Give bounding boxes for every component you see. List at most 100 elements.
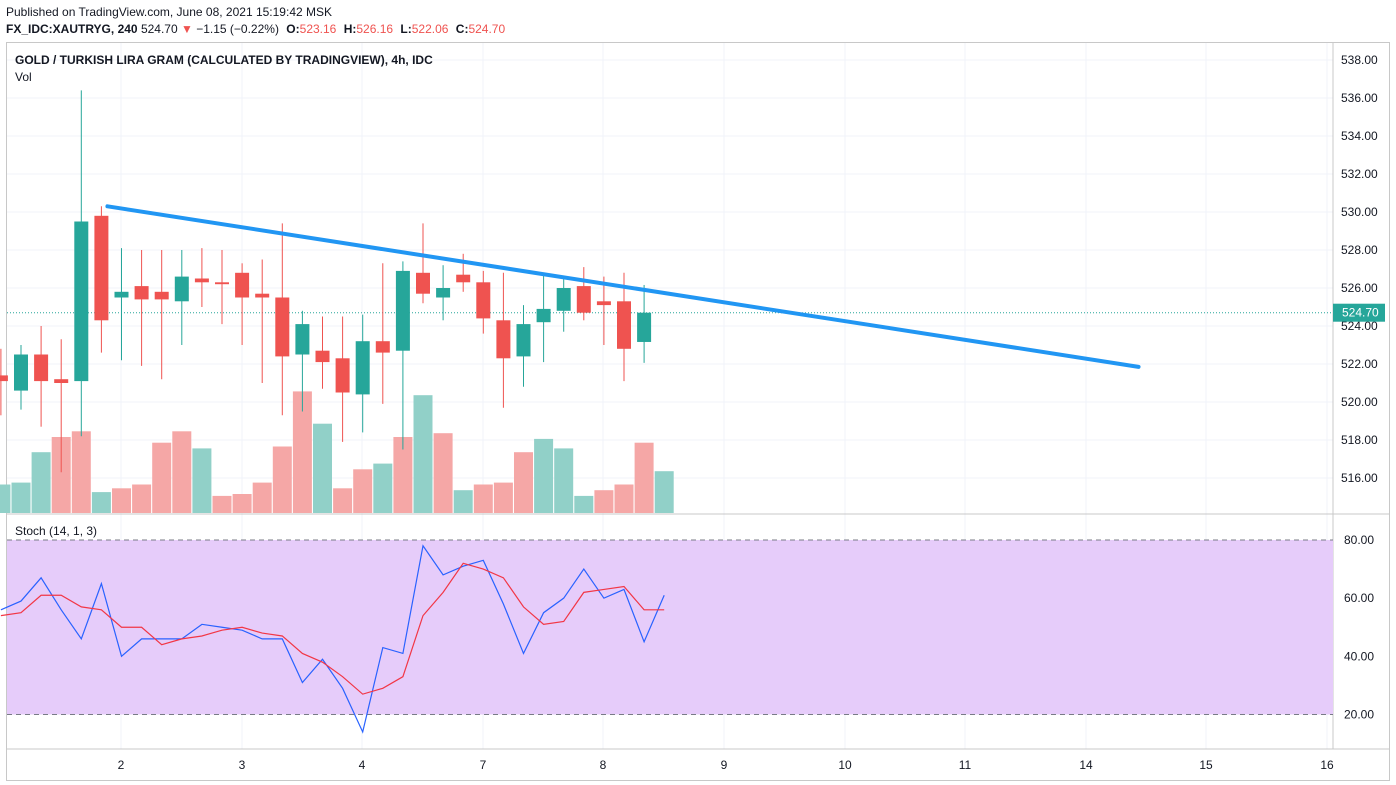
price-tick-label: 538.00: [1341, 53, 1378, 67]
candle-body[interactable]: [275, 297, 290, 357]
volume-bar: [333, 488, 353, 513]
symbol-name: FX_IDC:XAUTRYG, 240: [6, 22, 138, 36]
down-arrow-icon: ▼: [180, 22, 193, 36]
candle-body[interactable]: [255, 293, 270, 298]
last-price-badge: [1333, 303, 1385, 322]
candle-body[interactable]: [215, 282, 229, 285]
price-tick-label: 528.00: [1341, 243, 1378, 257]
candle-body[interactable]: [617, 301, 631, 349]
volume-bar: [232, 494, 252, 513]
candle-body[interactable]: [54, 379, 69, 383]
volume-bar: [252, 482, 272, 513]
candle-body[interactable]: [436, 288, 451, 298]
volume-bar: [292, 391, 312, 513]
close-label: C:: [455, 22, 469, 36]
candle-body[interactable]: [335, 358, 350, 393]
candle-body[interactable]: [496, 320, 511, 359]
candle-body[interactable]: [14, 354, 28, 391]
trendline-segment[interactable]: [105, 204, 1141, 369]
volume-bar: [212, 495, 232, 513]
stoch-d-line: [0, 562, 665, 695]
volume-bar: [71, 431, 91, 513]
time-tick-label: 2: [118, 758, 125, 772]
candle-body[interactable]: [295, 324, 310, 355]
high-value: 526.16: [356, 22, 394, 36]
volume-bar: [473, 484, 493, 513]
volume-bar: [654, 471, 674, 513]
volume-bar: [132, 484, 152, 513]
time-tick-label: 10: [838, 758, 852, 772]
candle-body[interactable]: [395, 270, 410, 351]
candle-body[interactable]: [74, 221, 89, 382]
candle-body[interactable]: [114, 291, 129, 298]
volume-bar: [51, 437, 71, 513]
price-tick-label: 524.00: [1341, 319, 1378, 333]
time-tick-label: 9: [721, 758, 728, 772]
candle-body[interactable]: [416, 272, 430, 294]
volume-bar: [0, 484, 11, 513]
candle-body[interactable]: [194, 278, 209, 283]
candle-body[interactable]: [516, 324, 531, 357]
candle-body[interactable]: [315, 350, 330, 363]
last-price-badge-text: 524.70: [1342, 306, 1379, 320]
volume-bar: [493, 482, 513, 513]
candle-body[interactable]: [375, 341, 390, 353]
time-tick-label: 14: [1079, 758, 1093, 772]
time-tick-label: 7: [480, 758, 487, 772]
price-tick-label: 522.00: [1341, 357, 1378, 371]
price-tick-label: 516.00: [1341, 471, 1378, 485]
high-label: H:: [343, 22, 357, 36]
volume-bar: [272, 446, 292, 513]
stoch-tick-label: 20.00: [1344, 708, 1374, 722]
time-tick-label: 11: [959, 758, 972, 772]
volume-bar: [594, 490, 614, 513]
candle-body[interactable]: [637, 312, 652, 342]
candlesticks[interactable]: [0, 90, 652, 473]
candle-body[interactable]: [174, 276, 189, 302]
stoch-tick-label: 60.00: [1344, 591, 1374, 605]
open-value: 523.16: [299, 22, 337, 36]
volume-label: Vol: [15, 70, 32, 84]
candle-body[interactable]: [34, 354, 49, 382]
price-tick-label: 518.00: [1341, 433, 1378, 447]
candle-body[interactable]: [556, 288, 571, 311]
trendline[interactable]: [105, 204, 1141, 369]
candle-body[interactable]: [94, 215, 109, 321]
candle-body[interactable]: [536, 308, 551, 323]
volume-bar: [393, 437, 413, 513]
volume-bar: [413, 395, 433, 513]
volume-bar: [534, 438, 554, 513]
price-tick-label: 520.00: [1341, 395, 1378, 409]
price-tick-label: 536.00: [1341, 91, 1378, 105]
candle-body[interactable]: [235, 272, 250, 298]
volume-bar: [433, 433, 453, 513]
volume-bar: [554, 448, 574, 513]
volume-bar: [353, 469, 373, 513]
price-tick-label: 532.00: [1341, 167, 1378, 181]
chart-frame[interactable]: [6, 42, 1390, 781]
volume-bar: [514, 452, 533, 513]
candle-body[interactable]: [355, 341, 370, 395]
volume-bar: [11, 482, 31, 513]
axes: 538.00 536.00 534.00 532.00 530.00 528.00 526.…: [118, 53, 1385, 772]
low-label: L:: [400, 22, 412, 36]
time-tick-label: 16: [1320, 758, 1334, 772]
candle-body[interactable]: [596, 301, 611, 306]
candle-body[interactable]: [456, 274, 471, 283]
candle-body[interactable]: [134, 286, 149, 300]
candle-body[interactable]: [476, 282, 491, 319]
volume-bar: [453, 490, 473, 513]
volume-bar: [192, 448, 212, 513]
price-tick-label: 534.00: [1341, 129, 1378, 143]
time-tick-label: 8: [600, 758, 607, 772]
stoch-label: Stoch (14, 1, 3): [15, 524, 98, 538]
candle-body[interactable]: [0, 375, 8, 382]
last-price: 524.70: [140, 22, 178, 36]
volume-bars: [0, 391, 674, 513]
candle-body[interactable]: [576, 286, 591, 313]
stoch-overbought-oversold-band: [7, 540, 1333, 715]
candle-body[interactable]: [154, 291, 169, 300]
volume-bar: [373, 463, 393, 513]
close-value: 524.70: [468, 22, 506, 36]
